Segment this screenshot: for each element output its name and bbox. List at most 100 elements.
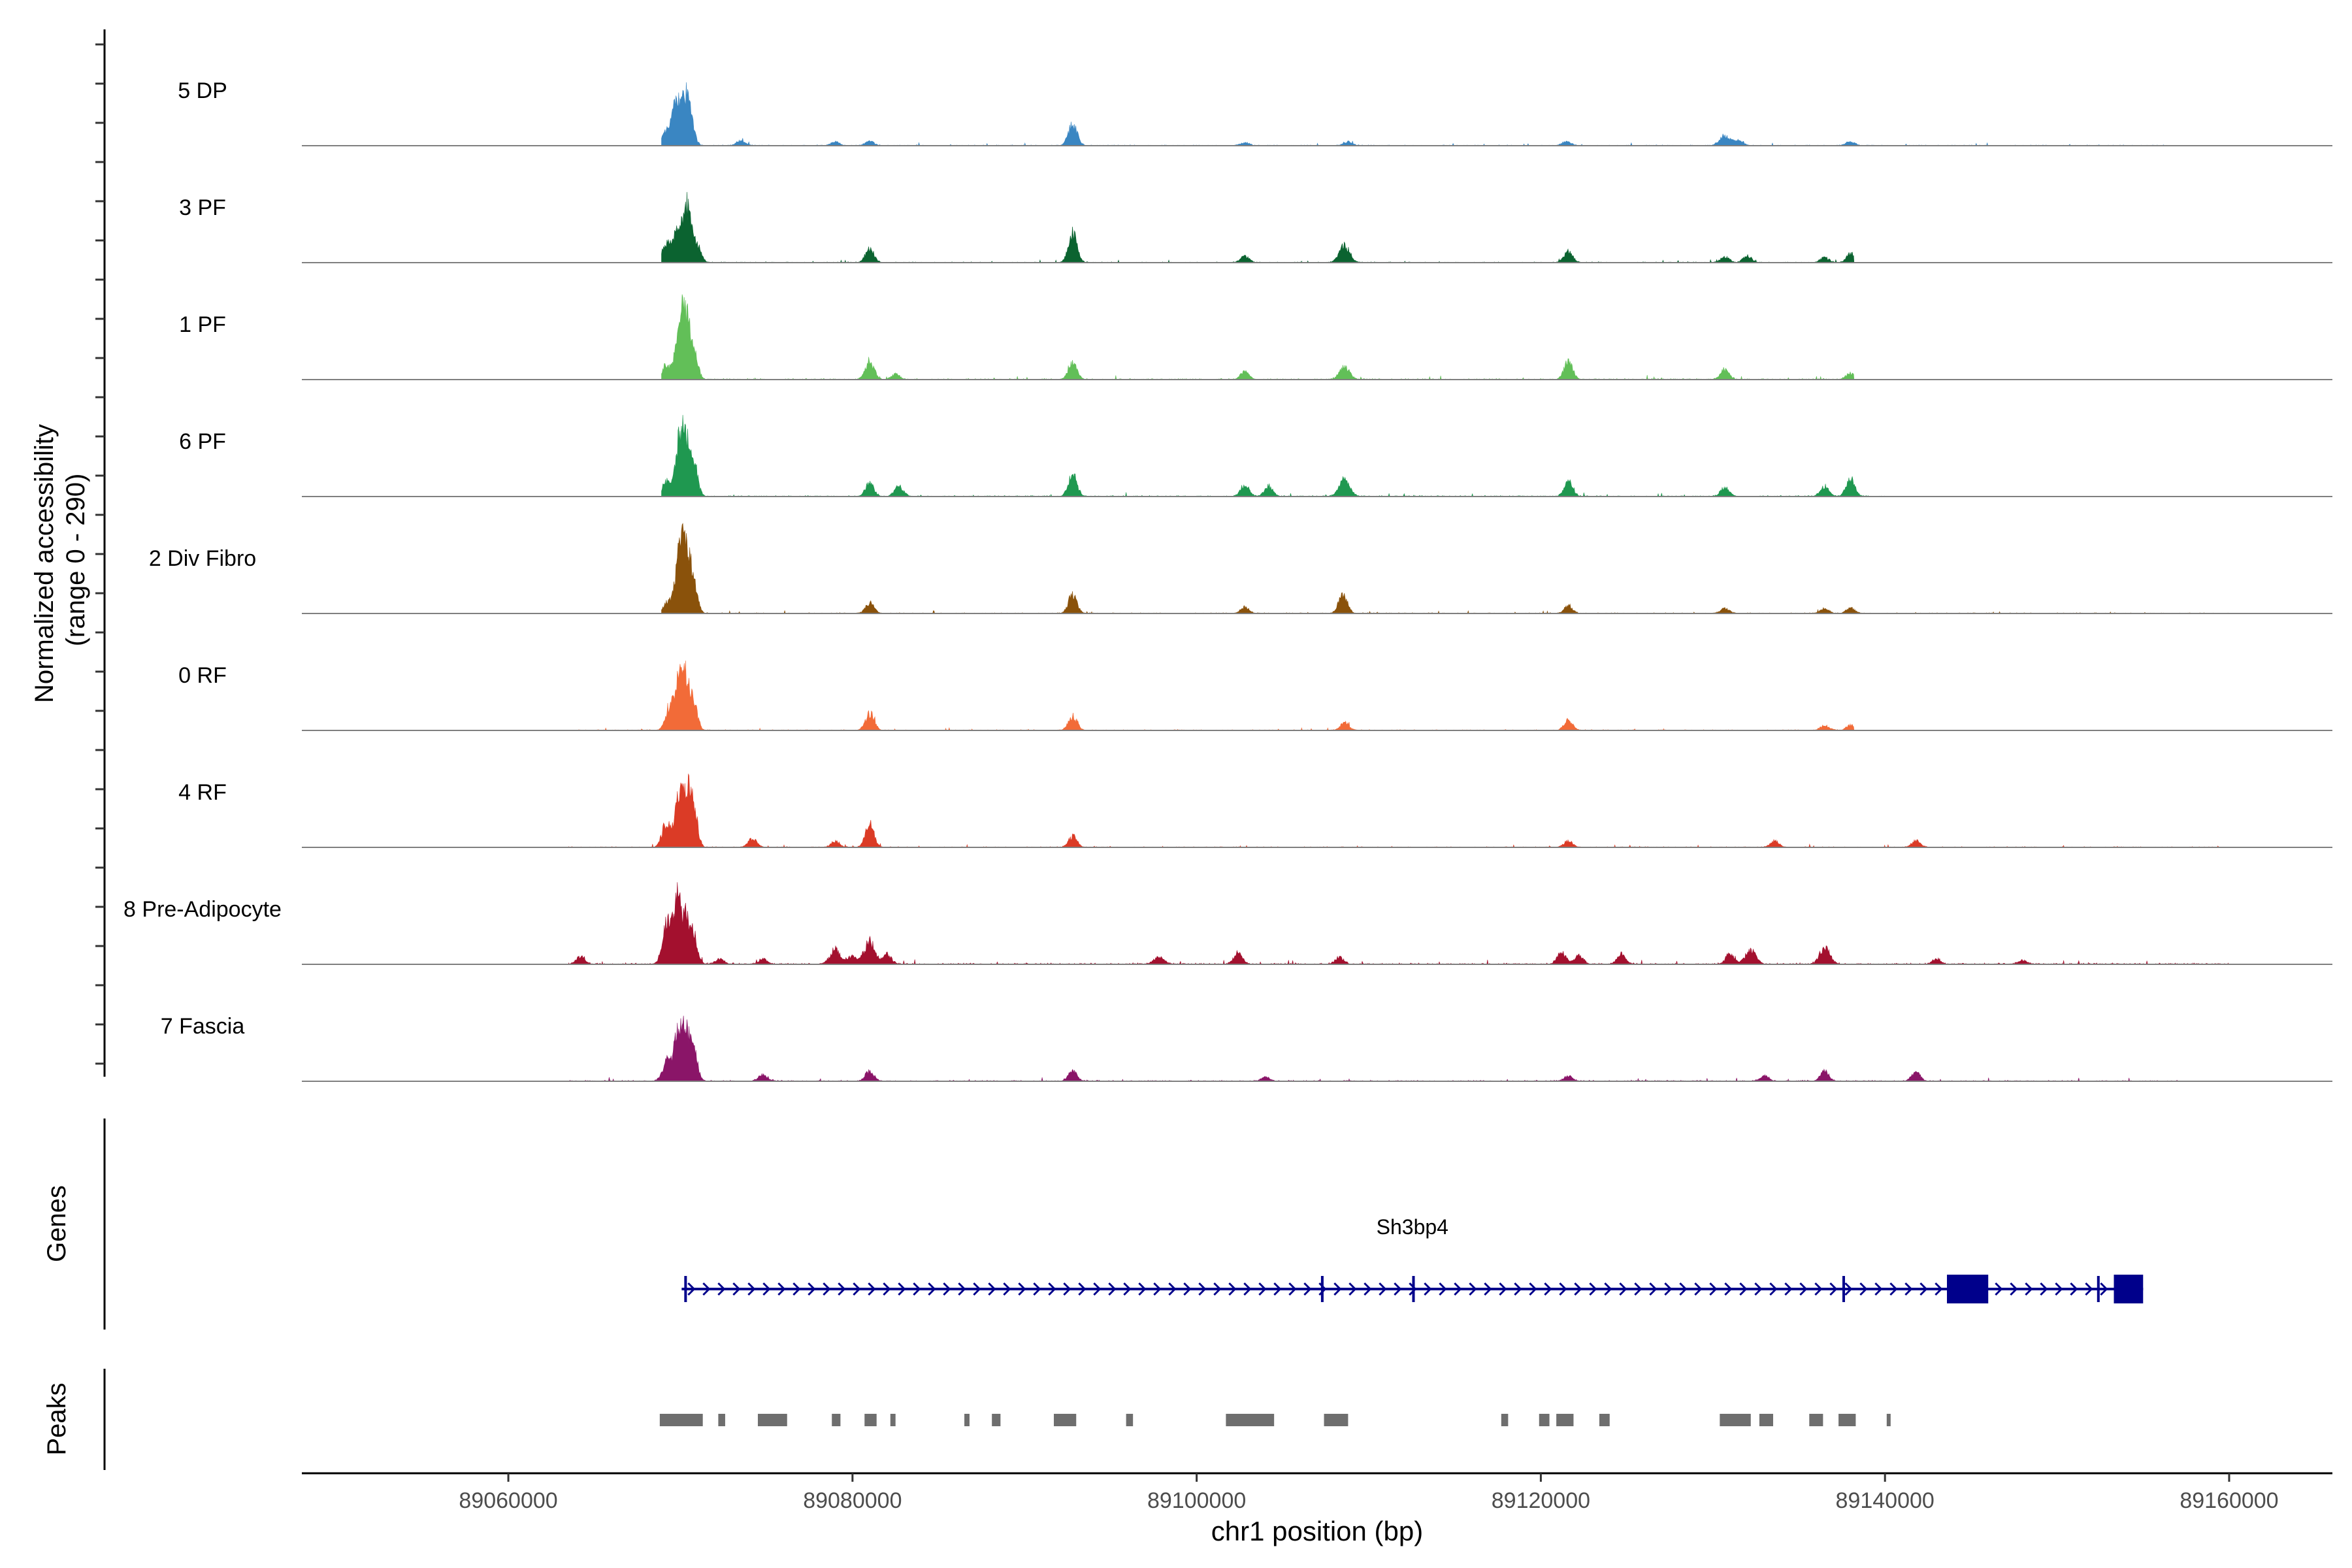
peak-region <box>1809 1414 1823 1426</box>
strand-arrow <box>1258 1282 1267 1296</box>
y-axis-title-line-2: (range 0 - 290) <box>61 474 90 647</box>
strand-arrow <box>928 1282 936 1296</box>
strand-arrow <box>1153 1282 1162 1296</box>
peak-region <box>718 1414 725 1426</box>
track-3-pf: 3 PF <box>179 191 2332 263</box>
peak-region <box>1126 1414 1134 1426</box>
peak-region <box>1539 1414 1550 1426</box>
coverage-area <box>568 774 2230 848</box>
strand-arrow <box>853 1282 861 1296</box>
track-8-pre-adipocyte: 8 Pre-Adipocyte <box>123 882 2332 965</box>
strand-arrow <box>1333 1282 1342 1296</box>
strand-arrow <box>1303 1282 1312 1296</box>
strand-arrow <box>988 1282 996 1296</box>
strand-arrow <box>1694 1282 1703 1296</box>
strand-arrow <box>1889 1282 1898 1296</box>
track-label: 7 Fascia <box>161 1014 245 1039</box>
x-axis-title: chr1 position (bp) <box>1211 1516 1424 1546</box>
strand-arrow <box>1709 1282 1718 1296</box>
strand-arrow <box>1499 1282 1507 1296</box>
strand-arrow <box>1394 1282 1402 1296</box>
strand-arrow <box>1529 1282 1537 1296</box>
track-label: 2 Div Fibro <box>149 546 256 571</box>
strand-arrow <box>777 1282 786 1296</box>
strand-arrow <box>1784 1282 1793 1296</box>
strand-arrow <box>1649 1282 1658 1296</box>
strand-arrow <box>1168 1282 1177 1296</box>
strand-arrow <box>1814 1282 1823 1296</box>
x-axis-ticks: 89060000 89080000 89100000 89120000 89140000… <box>459 1473 2279 1513</box>
strand-arrow <box>1454 1282 1462 1296</box>
strand-arrow <box>2070 1282 2078 1296</box>
strand-arrow <box>1724 1282 1733 1296</box>
track-label: 6 PF <box>179 429 226 454</box>
strand-arrow <box>1634 1282 1642 1296</box>
strand-arrow <box>1574 1282 1582 1296</box>
strand-arrow <box>1874 1282 1883 1296</box>
track-0-rf: 0 RF <box>178 661 2332 731</box>
strand-arrow <box>1484 1282 1492 1296</box>
strand-arrow <box>1859 1282 1868 1296</box>
strand-arrow <box>868 1282 876 1296</box>
strand-arrow <box>823 1282 831 1296</box>
strand-arrow <box>792 1282 801 1296</box>
strand-arrow <box>1063 1282 1071 1296</box>
peaks-track <box>659 1414 1891 1426</box>
strand-arrow <box>702 1282 711 1296</box>
y-axis-title: Normalized accessibility (range 0 - 290) <box>30 417 90 703</box>
strand-arrow <box>1198 1282 1207 1296</box>
track-label: 5 DP <box>178 78 227 103</box>
strand-arrow <box>913 1282 921 1296</box>
exon-block <box>2114 1275 2144 1303</box>
track-label: 3 PF <box>179 195 226 220</box>
peak-region <box>1501 1414 1509 1426</box>
y-axis-title-line-1: Normalized accessibility <box>30 424 59 703</box>
strand-arrow <box>1469 1282 1477 1296</box>
strand-arrow <box>898 1282 906 1296</box>
strand-arrow <box>1544 1282 1552 1296</box>
strand-arrow <box>1409 1282 1417 1296</box>
strand-arrow <box>958 1282 966 1296</box>
strand-arrow <box>1769 1282 1778 1296</box>
coverage-area <box>661 523 2230 614</box>
strand-arrow <box>1018 1282 1026 1296</box>
coverage-area <box>661 82 2168 146</box>
x-axis-tick-label: 89160000 <box>2180 1488 2278 1513</box>
strand-arrow <box>1364 1282 1372 1296</box>
strand-arrow <box>1348 1282 1357 1296</box>
peak-region <box>1759 1414 1773 1426</box>
axis-layer: 89060000 89080000 89100000 89120000 89140000… <box>95 29 2332 1513</box>
strand-arrow <box>1904 1282 1913 1296</box>
strand-arrow <box>1919 1282 1928 1296</box>
strand-arrow <box>2055 1282 2063 1296</box>
coverage-area <box>661 191 1855 263</box>
strand-arrow <box>2025 1282 2033 1296</box>
peak-region <box>1054 1414 1077 1426</box>
strand-arrow <box>1078 1282 1086 1296</box>
peak-region <box>992 1414 1001 1426</box>
strand-arrow <box>1514 1282 1522 1296</box>
strand-arrow <box>1273 1282 1282 1296</box>
peak-region <box>1324 1414 1348 1426</box>
x-axis-tick-label: 89080000 <box>803 1488 902 1513</box>
strand-arrow <box>1604 1282 1612 1296</box>
strand-arrow <box>1424 1282 1432 1296</box>
strand-arrow <box>1995 1282 2003 1296</box>
strand-arrow <box>973 1282 981 1296</box>
strand-arrow <box>1093 1282 1102 1296</box>
coverage-area <box>661 415 1886 497</box>
coverage-tracks: 5 DP 3 PF 1 PF 6 PF 2 Div Fibro 0 RF 4 RF 8 Pre… <box>123 78 2332 1082</box>
peak-region <box>832 1414 841 1426</box>
peak-region <box>964 1414 970 1426</box>
strand-arrow <box>1123 1282 1132 1296</box>
strand-arrow <box>687 1282 696 1296</box>
strand-arrow <box>1003 1282 1011 1296</box>
strand-arrow <box>1183 1282 1192 1296</box>
strand-arrow <box>883 1282 891 1296</box>
strand-arrow <box>1439 1282 1447 1296</box>
track-7-fascia: 7 Fascia <box>161 1014 2332 1082</box>
x-axis-tick-label: 89060000 <box>459 1488 557 1513</box>
strand-arrow <box>1935 1282 1943 1296</box>
strand-arrow <box>1829 1282 1838 1296</box>
